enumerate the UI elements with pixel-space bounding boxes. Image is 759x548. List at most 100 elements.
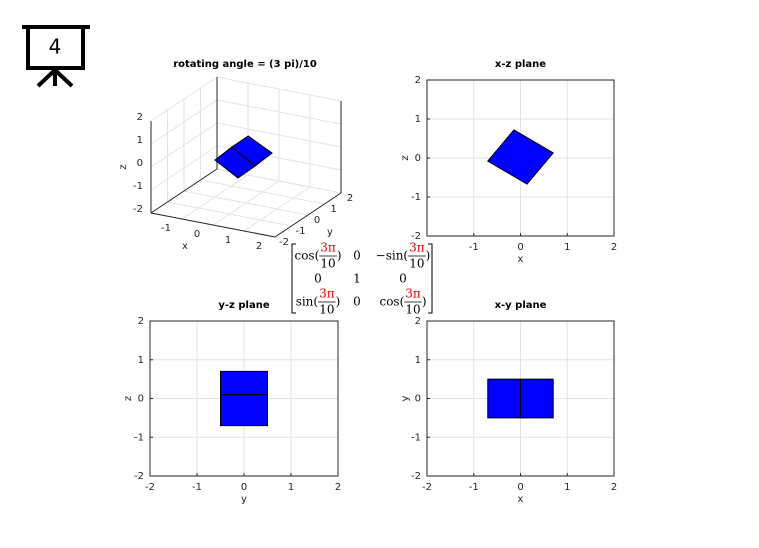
y-tick-label: 1 — [415, 355, 421, 366]
x-tick-label: 0 — [517, 482, 523, 493]
axes-box — [426, 320, 615, 477]
matrix-func: −sin( — [376, 249, 408, 263]
x-tick-label: 0 — [194, 229, 200, 240]
y-tick-label: 1 — [415, 114, 421, 125]
matrix-bracket — [428, 243, 433, 314]
icon-label: 4 — [49, 35, 62, 59]
matrix-cell: 0 — [353, 249, 361, 263]
icon-leg — [36, 68, 57, 88]
x-tick-label: 1 — [225, 235, 231, 246]
patch — [231, 135, 273, 167]
matrix-bracket — [291, 243, 296, 314]
axis-edge — [150, 212, 276, 238]
matrix-close: ) — [337, 249, 342, 263]
z-tick-label: -1 — [133, 181, 143, 192]
z-axis-label: z — [118, 164, 129, 169]
matrix-close: ) — [336, 295, 341, 309]
x-tick-label: 1 — [564, 482, 570, 493]
y-axis-label: y — [400, 395, 411, 401]
y-axis-label: z — [400, 155, 411, 160]
x-tick-label: 1 — [288, 482, 294, 493]
x-axis-label: y — [241, 494, 247, 505]
x-tick-label: -2 — [422, 482, 432, 493]
y-axis-label: z — [123, 396, 134, 401]
grid-line — [183, 190, 309, 216]
matrix-close: ) — [426, 249, 431, 263]
y-tick-label: 0 — [415, 153, 421, 164]
matrix-numerator: 3π — [409, 241, 425, 255]
axis-edge — [150, 168, 218, 214]
y-tick-label: 0 — [138, 394, 144, 405]
x-axis-label: x — [518, 494, 524, 505]
y-tick-label: -2 — [411, 231, 421, 242]
grid-line — [150, 76, 218, 122]
y-tick-label: 1 — [138, 355, 144, 366]
matrix-denominator: 10 — [320, 257, 335, 271]
matrix-cell: 0 — [353, 295, 361, 309]
matrix-denominator: 10 — [319, 303, 334, 317]
patch — [220, 370, 268, 396]
y-tick-label: 0 — [415, 394, 421, 405]
x-tick-label: 0 — [241, 482, 247, 493]
x-tick-label: -1 — [192, 482, 202, 493]
grid-line — [150, 122, 218, 168]
matrix-denominator: 10 — [405, 303, 420, 317]
x-tick-label: 1 — [564, 242, 570, 253]
x-tick-label: 2 — [611, 482, 617, 493]
x-tick-label: -2 — [145, 482, 155, 493]
z-tick-label: 1 — [137, 135, 143, 146]
matrix-func: cos( — [379, 295, 404, 309]
matrix-cell: 0 — [314, 272, 322, 286]
patch — [487, 378, 521, 419]
chart-title: rotating angle = (3 pi)/10 — [173, 59, 317, 70]
patch — [220, 394, 268, 427]
y-tick-label: 2 — [138, 316, 144, 327]
y-tick-label: 2 — [415, 75, 421, 86]
y-tick-label: 2 — [415, 316, 421, 327]
chart-title: x-y plane — [495, 300, 547, 311]
x-tick-label: 2 — [256, 241, 262, 252]
x-axis-label: x — [182, 241, 188, 252]
patch — [487, 129, 554, 185]
y-tick-label: -1 — [134, 432, 144, 443]
grid-line — [167, 201, 292, 227]
axis-edge — [274, 192, 342, 238]
matrix-numerator: 3π — [320, 241, 336, 255]
matrix-func: sin( — [296, 295, 318, 309]
grid-line — [200, 179, 325, 205]
slide-icon: 4 — [22, 25, 90, 88]
matrix-denominator: 10 — [409, 257, 424, 271]
y-tick-label: -1 — [411, 192, 421, 203]
axes-box — [149, 320, 339, 477]
z-tick-label: 2 — [137, 112, 143, 123]
matrix-func: cos( — [294, 249, 319, 263]
axes-box — [426, 79, 615, 237]
z-tick-label: 0 — [137, 158, 143, 169]
grid-line — [150, 145, 218, 191]
chart-title: y-z plane — [218, 300, 269, 311]
y-axis-label: y — [327, 227, 333, 238]
icon-leg — [53, 68, 74, 88]
y-tick-label: 1 — [330, 204, 336, 215]
matrix-cell: 0 — [399, 272, 407, 286]
matrix-cell: 1 — [353, 272, 361, 286]
z-tick-label: -2 — [133, 204, 143, 215]
chart-title: x-z plane — [495, 59, 546, 70]
x-tick-label: 2 — [611, 242, 617, 253]
y-tick-label: -1 — [411, 432, 421, 443]
matrix-numerator: 3π — [405, 287, 421, 301]
matrix-numerator: 3π — [319, 287, 335, 301]
y-tick-label: 2 — [347, 193, 353, 204]
x-tick-label: 2 — [335, 482, 341, 493]
y-tick-label: -2 — [134, 471, 144, 482]
grid-line — [216, 122, 342, 148]
patch — [520, 378, 554, 419]
grid-line — [216, 99, 342, 125]
x-tick-label: -1 — [161, 223, 171, 234]
grid-line — [216, 76, 342, 102]
x-axis-label: x — [518, 254, 524, 265]
y-tick-label: -1 — [296, 226, 306, 237]
grid-line — [150, 99, 218, 145]
